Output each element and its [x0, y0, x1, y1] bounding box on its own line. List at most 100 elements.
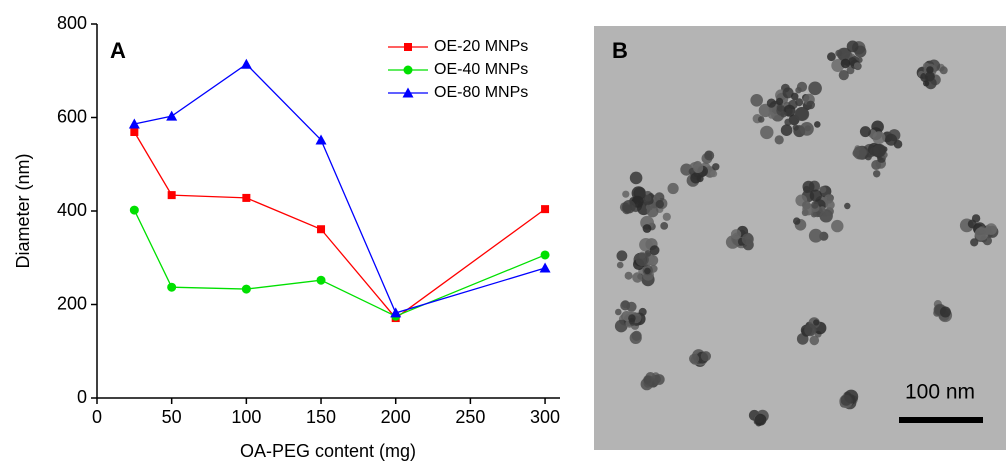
x-tick-label: 250	[455, 407, 485, 427]
particle	[840, 58, 851, 69]
marker	[167, 282, 177, 292]
particle	[782, 87, 794, 99]
particle	[873, 143, 887, 157]
particle	[655, 200, 664, 209]
particle	[626, 301, 637, 312]
particle	[741, 233, 754, 246]
marker	[315, 134, 327, 145]
particle	[644, 194, 652, 202]
particle	[813, 319, 820, 326]
particle	[808, 228, 823, 243]
marker	[317, 225, 326, 234]
particle	[795, 98, 804, 107]
particle	[853, 62, 861, 69]
particle	[774, 135, 784, 145]
particles	[614, 40, 999, 427]
particle	[794, 107, 809, 121]
marker	[167, 191, 176, 200]
particle	[983, 227, 991, 235]
marker	[240, 58, 252, 69]
particle	[662, 212, 671, 221]
particle	[859, 126, 871, 138]
particle	[776, 97, 784, 105]
y-axis-label: Diameter (nm)	[13, 153, 33, 268]
particle	[693, 162, 704, 174]
particle	[616, 250, 628, 262]
particle	[790, 92, 799, 101]
particle	[639, 238, 653, 252]
particle	[809, 335, 820, 346]
particle	[622, 200, 636, 214]
particle	[838, 70, 849, 81]
particle	[776, 103, 785, 112]
particle	[939, 66, 948, 75]
marker	[539, 262, 551, 273]
marker	[402, 87, 414, 98]
series-line	[133, 131, 546, 319]
particle	[784, 118, 792, 126]
particle	[710, 170, 718, 178]
particle	[643, 375, 652, 384]
particle	[923, 80, 930, 87]
particle	[872, 131, 886, 145]
particle	[700, 351, 712, 362]
particle	[814, 121, 821, 128]
marker	[390, 307, 402, 318]
marker	[129, 205, 139, 215]
y-tick-label: 600	[57, 106, 87, 126]
x-axis-label: OA-PEG content (mg)	[240, 441, 416, 461]
particle	[628, 314, 636, 323]
y-tick-label: 400	[57, 200, 87, 220]
y-tick-label: 800	[57, 13, 87, 33]
particle	[712, 163, 720, 171]
marker	[316, 275, 326, 285]
particle	[730, 229, 742, 240]
particle	[768, 111, 775, 119]
particle	[811, 201, 819, 209]
legend-label: OE-40 MNPs	[434, 61, 528, 78]
marker	[242, 193, 251, 202]
scale-bar	[899, 417, 983, 423]
x-tick-label: 50	[162, 407, 182, 427]
particle	[757, 116, 765, 123]
panel-label: B	[612, 38, 628, 63]
particle	[800, 121, 814, 136]
panel-label: A	[110, 38, 126, 63]
particle	[635, 252, 649, 267]
particle	[780, 124, 793, 136]
particle	[819, 210, 832, 223]
particle	[750, 94, 763, 107]
particle	[689, 353, 700, 364]
particle	[696, 175, 704, 183]
particle	[844, 202, 851, 210]
particle	[649, 245, 660, 256]
marker	[541, 205, 550, 214]
particle	[795, 87, 802, 94]
y-tick-label: 0	[77, 387, 87, 407]
particle	[853, 146, 867, 160]
particle	[873, 170, 881, 178]
series-line	[133, 209, 546, 317]
particle	[615, 308, 622, 316]
particle	[924, 71, 935, 82]
marker	[241, 284, 251, 294]
particle	[624, 271, 633, 280]
scale-label: 100 nm	[905, 381, 975, 404]
particle	[840, 394, 852, 406]
particle	[885, 133, 898, 146]
particle	[644, 267, 651, 275]
x-tick-label: 100	[231, 407, 261, 427]
particle	[837, 47, 850, 61]
particle	[970, 238, 979, 247]
particle	[760, 125, 774, 140]
marker	[128, 118, 140, 129]
particle	[754, 413, 767, 426]
x-tick-label: 300	[530, 407, 560, 427]
series-line	[134, 63, 546, 314]
particle	[846, 40, 859, 53]
x-tick-label: 0	[92, 407, 102, 427]
y-tick-label: 200	[57, 293, 87, 313]
particle	[809, 189, 822, 202]
x-tick-label: 150	[306, 407, 336, 427]
